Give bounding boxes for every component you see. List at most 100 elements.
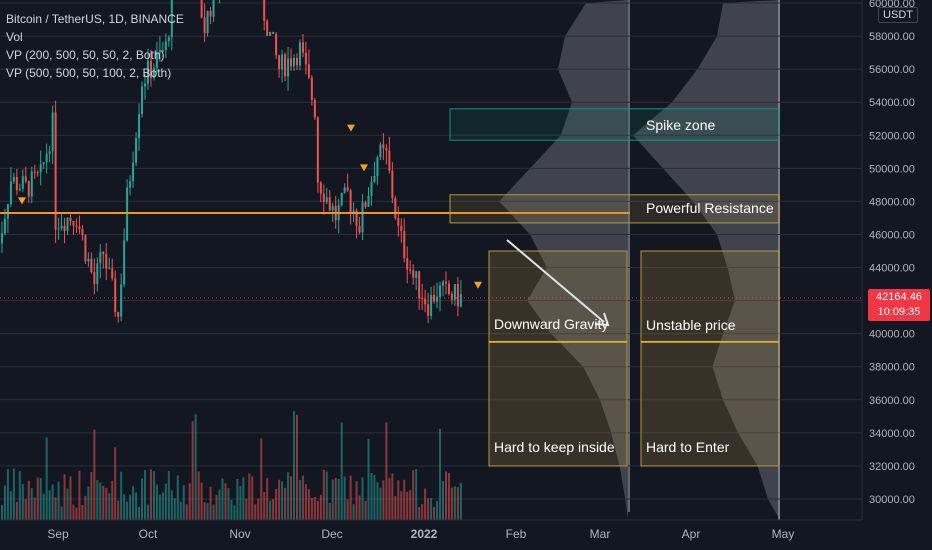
legend-vp2[interactable]: VP (500, 500, 50, 100, 2, Both) — [6, 66, 172, 80]
volume-bar — [403, 479, 406, 520]
candle-body — [129, 181, 132, 188]
zones-layer — [0, 108, 862, 467]
candle-body — [439, 285, 442, 297]
candle-body — [450, 294, 453, 300]
volume-bar — [331, 479, 334, 520]
volume-bar — [126, 501, 129, 520]
candle-body — [120, 284, 123, 317]
volume-bar — [424, 488, 427, 520]
volume-bar — [18, 470, 21, 520]
candle-body — [161, 50, 164, 52]
price-tick-label: 32000.00 — [869, 461, 915, 473]
volume-bar — [319, 494, 322, 520]
volume-bar — [275, 489, 278, 520]
candle-body — [293, 57, 295, 67]
candle-body — [349, 190, 352, 212]
volume-bar — [295, 414, 298, 520]
volume-bar — [436, 500, 439, 520]
volume-bar — [182, 485, 185, 520]
volume-profile-left — [499, 0, 628, 520]
candle-body — [155, 52, 158, 69]
currency-unit-button[interactable]: USDT — [878, 7, 918, 23]
candle-body — [391, 170, 394, 199]
volume-bar — [263, 492, 266, 520]
candle-body — [304, 52, 307, 65]
volume-bar — [287, 472, 290, 520]
candle-body — [167, 37, 170, 42]
volume-bar — [203, 502, 206, 520]
volume-bar — [3, 485, 6, 520]
current-price-value: 42164.46 — [876, 291, 922, 303]
price-axis-bg — [862, 0, 932, 550]
candle-body — [117, 312, 120, 317]
price-tick-label: 40000.00 — [869, 329, 915, 341]
candle-body — [57, 228, 60, 230]
grid-layer — [0, 2, 862, 500]
candle-body — [379, 144, 382, 158]
candle-body — [424, 298, 427, 305]
volume-bar — [453, 486, 456, 520]
candle-body — [72, 221, 75, 226]
volume-bar — [352, 504, 355, 520]
candle-body — [427, 304, 430, 316]
volume-bar — [197, 471, 200, 520]
volume-bar — [355, 481, 358, 520]
volume-bar — [120, 471, 123, 520]
volume-bar — [84, 495, 87, 520]
volume-bar — [284, 487, 287, 520]
volume-bar — [439, 428, 442, 520]
legend-title[interactable]: Bitcoin / TetherUS, 1D, BINANCE — [6, 12, 184, 26]
price-tick-label: 48000.00 — [869, 196, 915, 208]
volume-bar — [27, 480, 30, 520]
time-tick-label: 2022 — [411, 527, 438, 541]
candle-body — [298, 42, 301, 66]
volume-bar — [129, 494, 132, 520]
candle-body — [203, 17, 206, 34]
volume-bar — [370, 473, 373, 520]
volume-bar — [415, 469, 418, 520]
candle-body — [141, 86, 144, 115]
candle-body — [3, 218, 6, 234]
candle-body — [36, 172, 39, 174]
candle-body — [328, 197, 331, 211]
candle-body — [415, 271, 418, 278]
volume-bar — [406, 491, 409, 520]
candle-body — [272, 31, 275, 34]
candle-body — [444, 281, 447, 284]
volume-bar — [135, 492, 138, 520]
volume-bar — [316, 500, 319, 520]
candle-body — [51, 112, 54, 152]
legend-vol[interactable]: Vol — [6, 30, 23, 44]
candle-body — [418, 271, 421, 298]
volume-bar — [215, 494, 218, 520]
candle-body — [290, 58, 293, 67]
volume-bar — [102, 485, 105, 520]
candle-body — [132, 162, 135, 182]
candle-body — [442, 281, 444, 286]
volume-bar — [301, 475, 304, 520]
volume-bar — [105, 487, 108, 520]
volume-bar — [364, 500, 367, 520]
volume-bar — [141, 478, 144, 520]
volume-bar — [179, 501, 182, 520]
candle-body — [453, 284, 456, 300]
volume-bar — [123, 494, 126, 520]
volume-bar — [78, 470, 81, 520]
price-tick-label: 52000.00 — [869, 130, 915, 142]
candle-body — [287, 58, 290, 77]
candle-body — [331, 205, 334, 211]
legend-vp1[interactable]: VP (200, 500, 50, 50, 2, Both) — [6, 48, 165, 62]
candle-body — [382, 144, 385, 149]
volume-bar — [60, 506, 63, 520]
volume-bar — [450, 487, 453, 520]
candle-body — [403, 230, 406, 259]
volume-bar — [66, 488, 69, 520]
candle-body — [313, 100, 316, 118]
volume-bar — [51, 484, 54, 520]
volume-bar — [81, 504, 84, 520]
price-tick-label: 50000.00 — [869, 163, 915, 175]
downward-gravity-label: Downward Gravity — [494, 316, 609, 332]
fractal-marker — [18, 197, 26, 205]
